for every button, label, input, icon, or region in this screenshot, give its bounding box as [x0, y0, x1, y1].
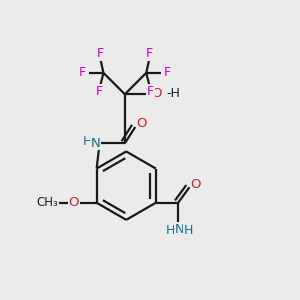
Text: O: O [152, 87, 162, 100]
Text: H: H [166, 224, 175, 237]
Text: O: O [68, 196, 79, 209]
Text: -H: -H [167, 87, 180, 100]
Text: F: F [146, 47, 153, 60]
Text: O: O [191, 178, 201, 191]
Text: F: F [79, 66, 86, 80]
Text: H: H [184, 224, 193, 237]
Text: O: O [136, 117, 147, 130]
Text: F: F [95, 85, 103, 98]
Text: CH₃: CH₃ [36, 196, 58, 209]
Text: H: H [82, 135, 92, 148]
Text: N: N [175, 223, 184, 236]
Text: F: F [147, 85, 154, 98]
Text: F: F [164, 66, 171, 80]
Text: N: N [90, 137, 100, 150]
Text: F: F [97, 47, 104, 60]
